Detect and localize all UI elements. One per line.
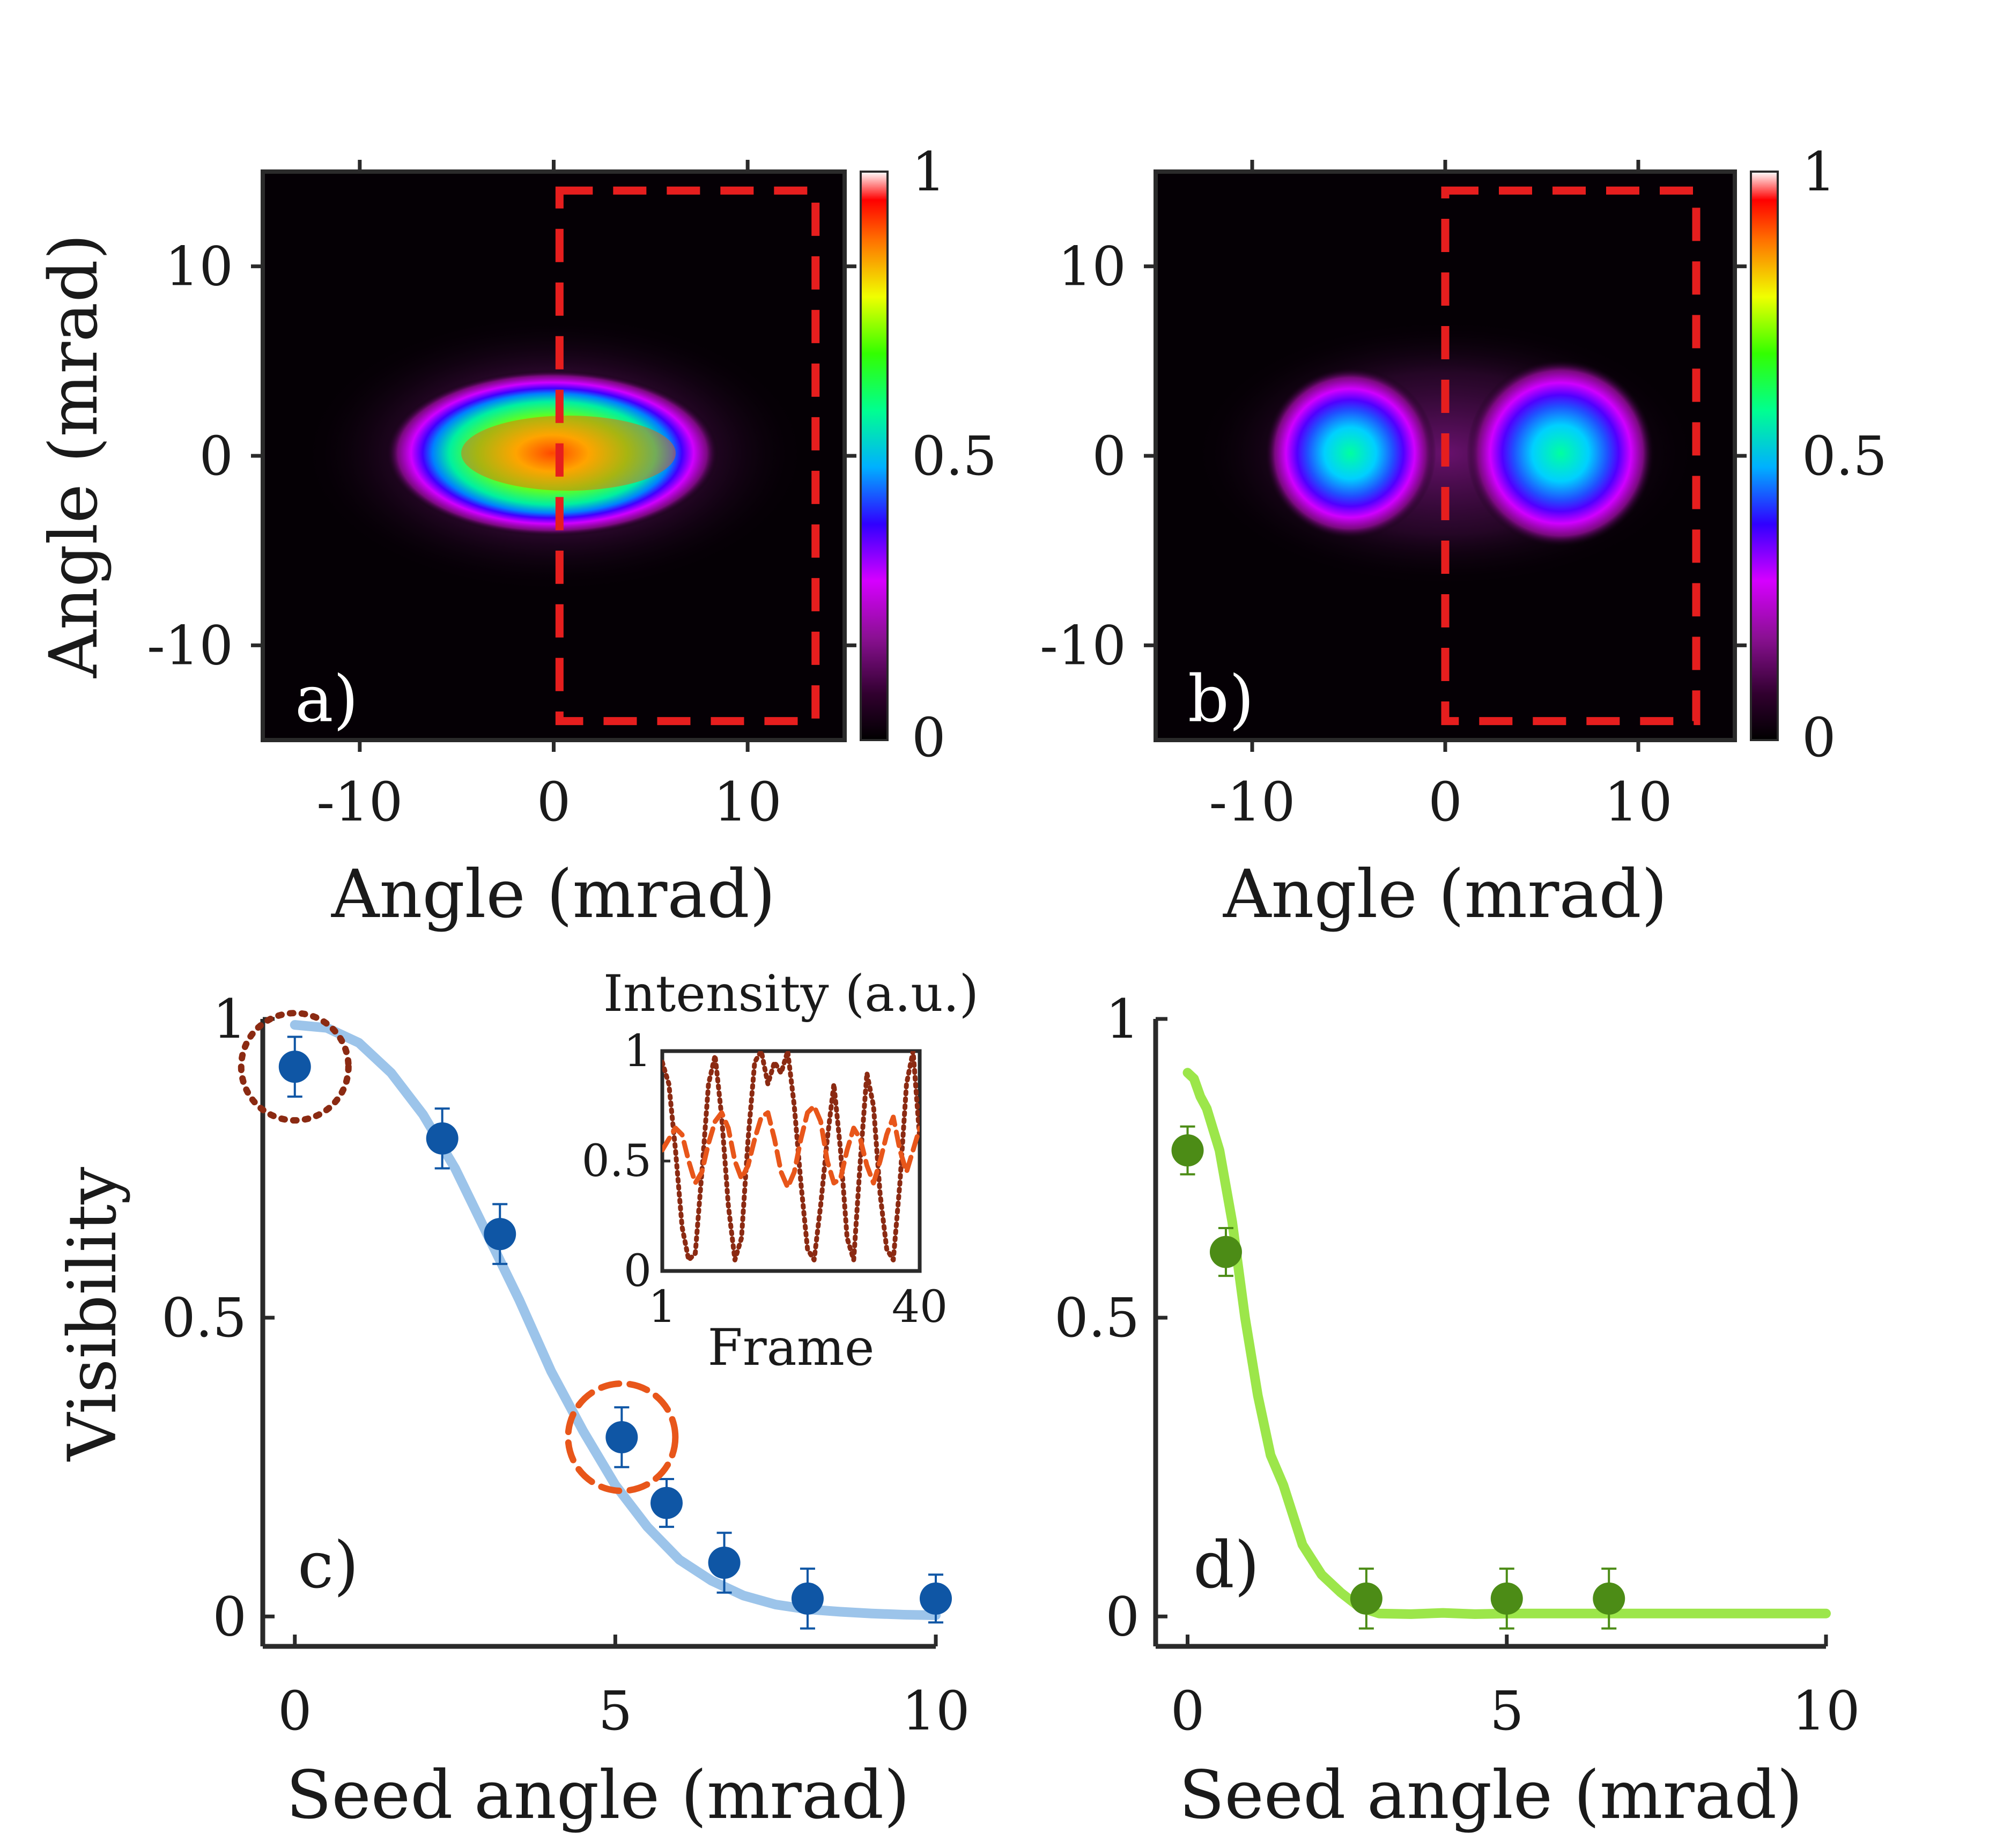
x-tick-label: -10 (1209, 771, 1295, 833)
x-tick-label: 10 (1604, 771, 1672, 833)
x-tick-label: 10 (1792, 1680, 1860, 1742)
x-axis-label-b: Angle (mrad) (1223, 856, 1667, 933)
y-tick-label: -10 (147, 614, 233, 677)
colorbar-b-tick-mid: 0.5 (1802, 425, 1887, 487)
heatmap-a-beam (386, 370, 719, 536)
colorbar-b-tick-top: 1 (1802, 141, 1836, 203)
colorbar-b-tick-bottom: 0 (1802, 706, 1836, 769)
inset-x-label: Frame (708, 1319, 875, 1377)
y-tick-label: 1 (212, 988, 247, 1051)
y-tick-label: -10 (1040, 614, 1126, 677)
panel-label-d: d) (1193, 1528, 1260, 1603)
colorbar-a (860, 171, 889, 741)
y-axis-label-a: Angle (mrad) (35, 234, 113, 678)
panel-label-a: a) (295, 662, 358, 737)
inset-lines (662, 1051, 920, 1262)
y-tick-label: 0.5 (1054, 1287, 1140, 1349)
data-point (278, 1051, 311, 1083)
y-tick-label: 10 (1058, 235, 1126, 298)
ticks-a: -10 0 10 10 0 -10 (147, 160, 856, 833)
data-point (484, 1218, 516, 1251)
y-tick-label: 1 (1105, 988, 1140, 1051)
x-tick-label: 0 (537, 771, 571, 833)
panel-b: -10 0 10 10 0 -10 b) 1 0.5 0 Angle (mrad) (1040, 141, 1887, 933)
dashed-box-b (1441, 186, 1701, 726)
data-point (920, 1582, 952, 1615)
y-tick-label: 0.5 (161, 1287, 247, 1349)
highlight-circle (238, 1010, 352, 1124)
data-point (650, 1487, 683, 1519)
data-point (1490, 1582, 1523, 1615)
x-tick-label: 10 (901, 1680, 970, 1742)
x-tick-label: 0 (1171, 1680, 1205, 1742)
fit-curve (1182, 1068, 1831, 1619)
fit-curve (290, 1020, 941, 1621)
colorbar-b (1750, 171, 1779, 741)
highlight-circle (565, 1380, 679, 1494)
x-axis-label-c: Seed angle (mrad) (286, 1757, 910, 1834)
y-tick-label: 0 (1092, 425, 1126, 487)
inset-y-tick-label: 1 (624, 1026, 652, 1077)
data-point (1171, 1134, 1204, 1167)
y-tick-label: 0 (199, 425, 233, 487)
data-point (1209, 1236, 1242, 1268)
panel-a: -10 0 10 10 0 -10 a) 1 0.5 0 Angle (mrad) Ang… (35, 141, 997, 933)
x-tick-label: 0 (278, 1680, 312, 1742)
x-tick-label: 5 (598, 1680, 633, 1742)
x-axis-label-d: Seed angle (mrad) (1179, 1757, 1802, 1834)
heatmap-b-spot-right (1467, 359, 1654, 547)
inset-series-line (662, 1051, 920, 1262)
x-tick-label: 5 (1490, 1680, 1524, 1742)
data-point (426, 1122, 459, 1155)
heatmap-a-core (461, 416, 676, 491)
x-axis-label-a: Angle (mrad) (331, 856, 775, 933)
dashed-box-a (555, 186, 820, 726)
colorbar-a-tick-top: 1 (912, 141, 946, 203)
inset-y-tick-label: 0 (624, 1246, 652, 1297)
heatmap-b-spot-left (1265, 367, 1436, 539)
inset-series-line (662, 1104, 920, 1190)
colorbar-a-tick-bottom: 0 (912, 706, 946, 769)
data-point (605, 1421, 638, 1453)
inset-c: 1 40 1 0.5 0 (582, 1026, 948, 1333)
y-tick-label: 0 (1105, 1585, 1140, 1648)
colorbar-a-tick-mid: 0.5 (912, 425, 997, 487)
panel-label-c: c) (298, 1528, 359, 1603)
x-tick-label: -10 (316, 771, 403, 833)
panel-label-b: b) (1188, 662, 1254, 737)
y-tick-label: 0 (212, 1585, 247, 1648)
inset-x-tick-label: 1 (648, 1282, 676, 1333)
data-point (791, 1582, 824, 1615)
panel-d: 0 5 10 0 0.5 1 d) Seed angle (mrad) (1054, 988, 1860, 1834)
y-axis-label-c: Visibility (54, 1167, 131, 1462)
ticks-b: -10 0 10 10 0 -10 (1040, 160, 1747, 833)
x-tick-label: 0 (1428, 771, 1462, 833)
data-point (1593, 1582, 1625, 1615)
x-tick-label: 10 (714, 771, 782, 833)
data-point (1350, 1582, 1382, 1615)
inset-x-tick-label: 40 (892, 1282, 948, 1333)
inset-y-tick-label: 0.5 (582, 1136, 652, 1187)
plot-d: 0 5 10 0 0.5 1 (1054, 988, 1860, 1742)
inset-title: Intensity (a.u.) (603, 965, 979, 1023)
data-point (708, 1547, 741, 1579)
y-tick-label: 10 (165, 235, 233, 298)
